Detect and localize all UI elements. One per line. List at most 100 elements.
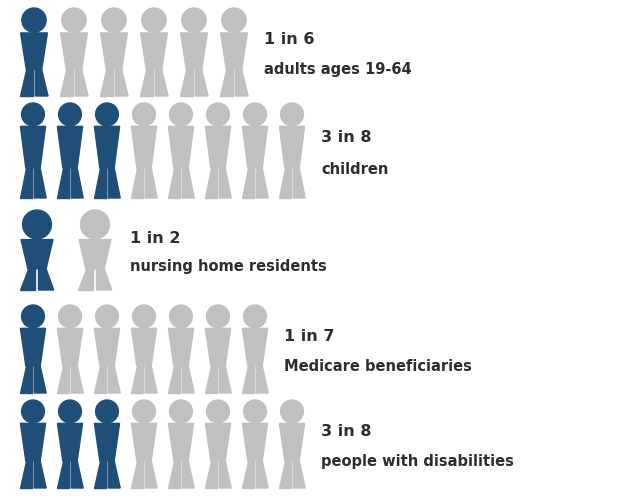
Circle shape [95, 103, 118, 126]
Text: 3 in 8: 3 in 8 [321, 129, 371, 145]
Polygon shape [20, 33, 48, 69]
Polygon shape [145, 366, 157, 393]
Polygon shape [20, 328, 46, 366]
Circle shape [133, 400, 156, 423]
Polygon shape [20, 424, 46, 461]
Polygon shape [35, 69, 48, 96]
Polygon shape [293, 168, 305, 198]
Circle shape [206, 400, 229, 423]
Polygon shape [242, 366, 254, 393]
Circle shape [22, 400, 45, 423]
Polygon shape [242, 126, 268, 168]
Text: 3 in 8: 3 in 8 [321, 424, 371, 439]
Circle shape [62, 8, 86, 32]
Polygon shape [20, 69, 33, 96]
Polygon shape [58, 126, 82, 168]
Polygon shape [145, 461, 157, 488]
Polygon shape [94, 328, 120, 366]
Circle shape [170, 103, 192, 126]
Circle shape [244, 305, 267, 328]
Polygon shape [169, 424, 193, 461]
Polygon shape [21, 240, 53, 269]
Text: nursing home residents: nursing home residents [130, 258, 326, 273]
Polygon shape [205, 328, 231, 366]
Polygon shape [100, 69, 113, 96]
Circle shape [206, 103, 229, 126]
Polygon shape [58, 328, 82, 366]
Circle shape [22, 103, 45, 126]
Polygon shape [79, 240, 111, 269]
Polygon shape [108, 461, 120, 488]
Polygon shape [235, 69, 248, 96]
Polygon shape [60, 69, 73, 96]
Polygon shape [280, 424, 304, 461]
Polygon shape [20, 168, 32, 198]
Polygon shape [38, 269, 54, 290]
Circle shape [170, 305, 192, 328]
Polygon shape [280, 126, 304, 168]
Circle shape [22, 8, 46, 32]
Circle shape [244, 103, 267, 126]
Circle shape [22, 210, 51, 239]
Polygon shape [205, 366, 217, 393]
Circle shape [59, 305, 81, 328]
Polygon shape [256, 168, 268, 198]
Polygon shape [20, 126, 46, 168]
Circle shape [244, 400, 267, 423]
Polygon shape [100, 33, 128, 69]
Circle shape [222, 8, 246, 32]
Polygon shape [168, 168, 180, 198]
Polygon shape [94, 461, 106, 488]
Polygon shape [94, 168, 106, 198]
Polygon shape [34, 366, 46, 393]
Polygon shape [220, 69, 232, 96]
Polygon shape [182, 366, 194, 393]
Circle shape [170, 400, 192, 423]
Polygon shape [20, 269, 35, 290]
Polygon shape [182, 168, 194, 198]
Circle shape [182, 8, 206, 32]
Circle shape [22, 305, 45, 328]
Polygon shape [34, 168, 46, 198]
Circle shape [95, 305, 118, 328]
Polygon shape [279, 168, 291, 198]
Circle shape [81, 210, 110, 239]
Polygon shape [131, 424, 157, 461]
Polygon shape [94, 126, 120, 168]
Circle shape [59, 400, 81, 423]
Polygon shape [221, 33, 247, 69]
Polygon shape [61, 33, 87, 69]
Polygon shape [219, 366, 231, 393]
Polygon shape [71, 366, 83, 393]
Circle shape [281, 103, 303, 126]
Polygon shape [140, 69, 153, 96]
Polygon shape [205, 168, 217, 198]
Circle shape [142, 8, 166, 32]
Polygon shape [75, 69, 88, 96]
Polygon shape [115, 69, 128, 96]
Polygon shape [57, 461, 69, 488]
Polygon shape [195, 69, 208, 96]
Polygon shape [97, 269, 112, 290]
Polygon shape [182, 461, 194, 488]
Polygon shape [256, 461, 268, 488]
Circle shape [59, 103, 81, 126]
Polygon shape [205, 461, 217, 488]
Polygon shape [71, 461, 83, 488]
Circle shape [133, 103, 156, 126]
Polygon shape [242, 168, 254, 198]
Polygon shape [34, 461, 46, 488]
Polygon shape [131, 461, 143, 488]
Polygon shape [168, 461, 180, 488]
Text: 1 in 2: 1 in 2 [130, 231, 180, 247]
Text: Medicare beneficiaries: Medicare beneficiaries [284, 359, 472, 374]
Polygon shape [205, 126, 231, 168]
Text: children: children [321, 162, 388, 177]
Polygon shape [108, 366, 120, 393]
Polygon shape [57, 366, 69, 393]
Polygon shape [168, 366, 180, 393]
Polygon shape [180, 69, 193, 96]
Polygon shape [94, 424, 120, 461]
Polygon shape [108, 168, 120, 198]
Polygon shape [94, 366, 106, 393]
